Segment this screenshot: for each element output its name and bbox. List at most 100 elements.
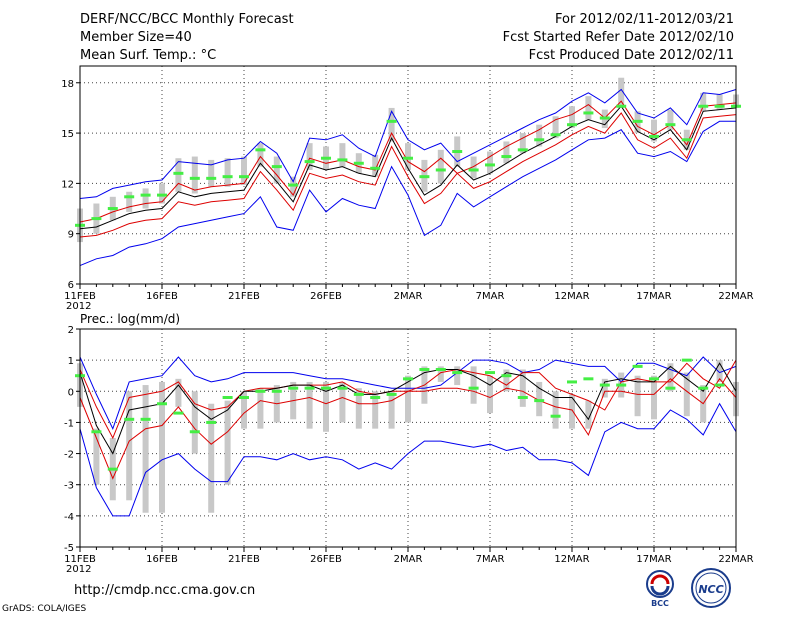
member-box	[208, 403, 215, 513]
member-box	[470, 156, 477, 179]
x-tick-label: 22MAR	[718, 554, 753, 565]
series-ensemble-max-line	[79, 356, 737, 431]
member-box	[208, 159, 215, 187]
member-box	[503, 141, 510, 164]
member-box	[405, 375, 411, 423]
member-box	[585, 400, 592, 429]
member-box	[667, 109, 674, 130]
series-lower-quartile-line	[79, 112, 737, 238]
series-ensemble-max-line	[79, 88, 737, 199]
chart-panel-1: 6 9 12 15 18 11FEB 16FEB 21FEB 26FEB 2MAR 7MAR 12MA…	[61, 65, 754, 312]
member-box	[454, 366, 461, 386]
series-lower-quartile-line	[79, 377, 737, 480]
member-box	[388, 391, 395, 429]
member-box	[552, 116, 559, 139]
member-box	[339, 143, 346, 167]
member-box	[372, 154, 379, 177]
y-tick-label: 18	[61, 79, 74, 90]
x-tick-label: 16FEB	[146, 554, 178, 565]
x-tick-label: 12MAR	[554, 554, 589, 565]
bcc-logo: BCC	[646, 570, 674, 608]
x-tick-label: 22MAR	[718, 291, 753, 302]
ncc-logo-ring	[691, 568, 731, 608]
year-label: 2012	[66, 564, 91, 575]
x-tick-label: 7MAR	[476, 291, 505, 302]
y-tick-label: -4	[64, 512, 74, 523]
member-box	[651, 375, 657, 420]
member-box	[519, 369, 526, 407]
member-box	[569, 106, 575, 129]
x-tick-label: 2MAR	[394, 291, 423, 302]
y-tick-label: 1	[68, 356, 74, 367]
member-box	[191, 156, 198, 194]
member-box	[503, 369, 510, 392]
y-tick-label: 6	[68, 280, 74, 291]
member-box	[487, 151, 493, 174]
x-tick-label: 12MAR	[554, 291, 589, 302]
x-tick-label: 11FEB	[64, 291, 96, 302]
x-tick-label: 26FEB	[310, 554, 342, 565]
y-tick-label: -1	[64, 418, 74, 429]
member-box	[372, 391, 379, 429]
x-tick-label: 17MAR	[636, 291, 671, 302]
series-ensemble-mean-line	[79, 362, 737, 455]
member-box	[519, 133, 526, 154]
member-box	[257, 143, 264, 167]
x-tick-label: 7MAR	[476, 554, 505, 565]
member-box	[191, 391, 198, 454]
member-box	[142, 385, 149, 513]
y-tick-label: 12	[61, 179, 74, 190]
member-box	[585, 96, 592, 120]
bcc-logo-arc-blue	[650, 585, 670, 596]
ncc-logo-inner-ring	[695, 572, 727, 604]
y-tick-label: 2	[68, 325, 74, 336]
series-ensemble-min-line	[79, 120, 736, 267]
chart-panel-2: -5 -4 -3 -2 -1 0 1 2 11FEB 16FEB 21FEB 26FEB 2MAR 7MA…	[64, 312, 754, 575]
member-size: Member Size=40	[80, 30, 192, 45]
member-box	[667, 363, 674, 392]
year-label: 2012	[66, 301, 91, 312]
series-upper-quartile-line	[79, 100, 737, 223]
member-box	[290, 176, 297, 197]
member-box	[273, 156, 280, 184]
ncc-logo: NCC	[691, 568, 731, 608]
member-box	[487, 375, 493, 414]
member-box	[224, 400, 231, 485]
member-box	[618, 77, 625, 108]
series-ensemble-min-line	[79, 402, 737, 517]
grads-credit: GrADS: COLA/IGES	[2, 604, 87, 614]
member-box	[159, 183, 165, 204]
y-tick-label: -3	[64, 481, 74, 492]
member-box	[323, 381, 329, 432]
y-tick-label: 0	[68, 387, 74, 398]
member-box	[716, 94, 723, 110]
member-box	[93, 428, 100, 485]
website-url[interactable]: http://cmdp.ncc.cma.gov.cn	[74, 583, 256, 598]
x-tick-label: 11FEB	[64, 554, 96, 565]
member-box	[257, 388, 264, 429]
y-tick-label: 9	[68, 230, 74, 241]
member-box	[651, 119, 657, 142]
member-box	[142, 188, 149, 209]
member-box	[306, 381, 313, 429]
member-box	[126, 391, 133, 501]
member-box	[470, 366, 477, 404]
y-tick-label: 15	[61, 129, 74, 140]
series-ensemble-mean-line	[79, 105, 737, 230]
bcc-logo-arc-red	[650, 574, 670, 585]
member-box	[388, 107, 395, 142]
member-box	[683, 372, 690, 417]
x-tick-label: 21FEB	[228, 554, 260, 565]
variable-label: Mean Surf. Temp.: °C	[80, 48, 217, 63]
started-date: Fcst Started Refer Date 2012/02/10	[502, 30, 734, 45]
member-box	[241, 391, 247, 429]
member-box	[569, 394, 575, 429]
produced-date: Fcst Produced Date 2012/02/11	[528, 48, 734, 63]
member-box	[175, 378, 182, 407]
member-box	[339, 381, 346, 423]
member-box	[126, 191, 133, 212]
member-box	[716, 360, 723, 382]
ncc-logo-text: NCC	[698, 583, 723, 596]
x-tick-label: 21FEB	[228, 291, 260, 302]
